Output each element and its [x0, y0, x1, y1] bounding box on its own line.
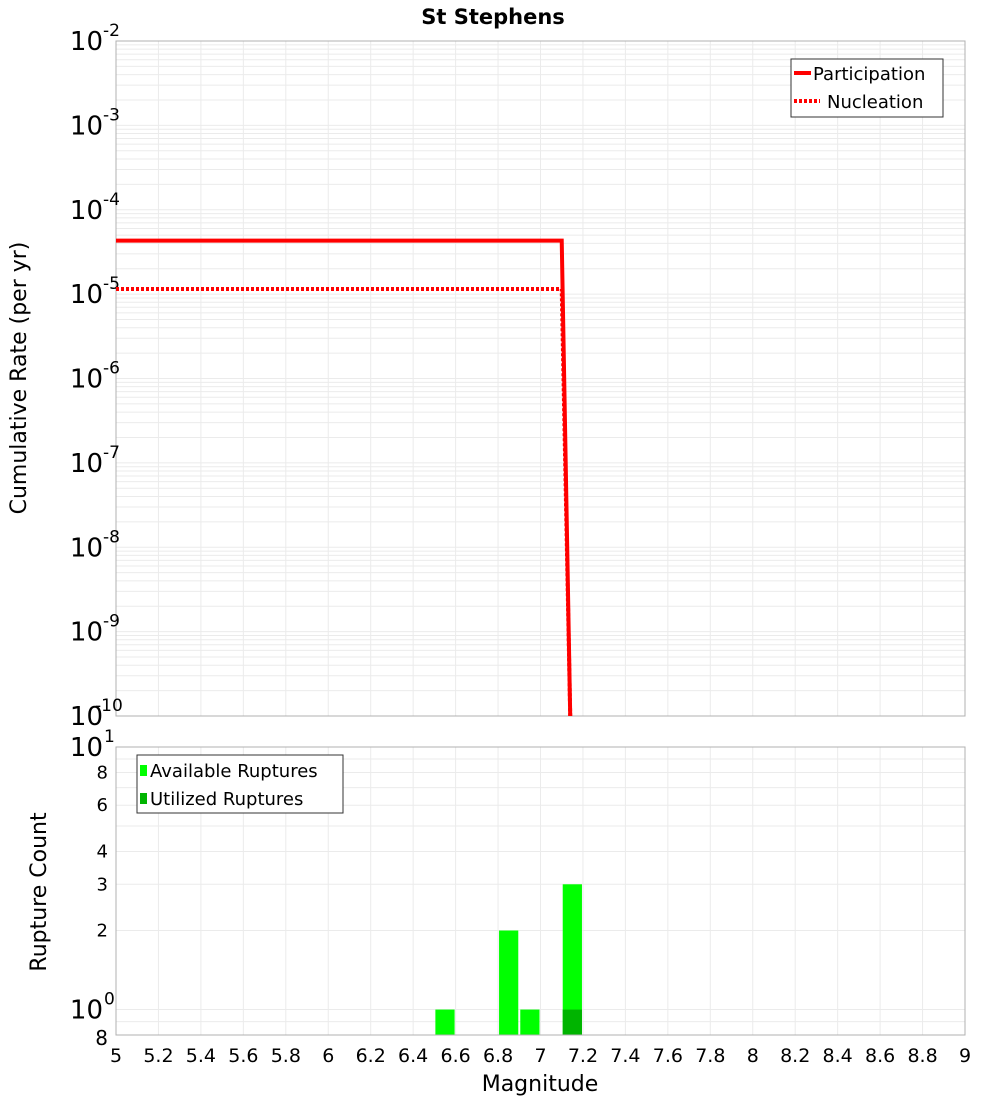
x-tick: 7.8: [695, 1045, 725, 1067]
top-y-tick: 10: [70, 196, 103, 226]
available-bar: [499, 931, 518, 1035]
legend-nucleation: Nucleation: [827, 92, 923, 113]
x-axis-label: Magnitude: [482, 1072, 599, 1097]
utilized-bar: [563, 1010, 582, 1035]
x-tick: 9: [959, 1045, 971, 1067]
x-tick: 6.4: [398, 1045, 428, 1067]
top-y-tick: 10: [70, 449, 103, 479]
bottom-y-tick: 8: [97, 762, 108, 783]
bottom-y-tick-exponent: 0: [104, 990, 115, 1010]
top-y-tick-exponent: -5: [103, 274, 120, 294]
bottom-y-tick: 4: [97, 841, 108, 862]
top-y-tick-exponent: -2: [103, 21, 120, 41]
chart-title: St Stephens: [421, 5, 565, 29]
bottom-y-tick: 10: [70, 996, 103, 1026]
top-y-axis-label: Cumulative Rate (per yr): [7, 242, 32, 515]
x-tick: 6.8: [483, 1045, 513, 1067]
x-tick: 7: [534, 1045, 546, 1067]
top-y-tick: 10: [70, 280, 103, 310]
top-y-tick: 10: [70, 27, 103, 57]
top-y-tick: 10: [70, 533, 103, 563]
top-y-tick-exponent: -7: [103, 443, 120, 463]
x-tick: 8: [747, 1045, 759, 1067]
bottom-y-tick: 3: [97, 874, 108, 895]
x-tick: 8.4: [823, 1045, 853, 1067]
x-tick: 7.2: [568, 1045, 598, 1067]
x-tick: 6.2: [356, 1045, 386, 1067]
top-y-tick-exponent: -6: [103, 359, 120, 379]
bottom-y-tick: 10: [70, 733, 103, 763]
bottom-y-tick-exponent: 1: [104, 727, 115, 747]
top-y-tick: 10: [70, 365, 103, 395]
bottom-y-tick: 6: [97, 795, 108, 816]
bottom-legend: Available Ruptures Utilized Ruptures: [137, 755, 343, 813]
available-bar: [435, 1010, 454, 1035]
x-tick: 5.2: [143, 1045, 173, 1067]
x-tick: 5.8: [271, 1045, 301, 1067]
legend-utilized: Utilized Ruptures: [150, 789, 303, 810]
bottom-y-axis-label: Rupture Count: [27, 812, 52, 972]
top-y-tick-exponent: -9: [103, 612, 120, 632]
x-tick: 7.6: [653, 1045, 683, 1067]
x-tick: 6: [322, 1045, 334, 1067]
utilized-legend-swatch: [140, 793, 147, 804]
legend-participation: Participation: [813, 64, 925, 85]
x-tick: 7.4: [610, 1045, 640, 1067]
top-legend: Participation Nucleation: [791, 59, 943, 117]
x-tick: 5.4: [186, 1045, 216, 1067]
top-plot: 10-210-310-410-510-610-710-810-910-10: [70, 21, 965, 732]
x-tick: 6.6: [440, 1045, 470, 1067]
available-legend-swatch: [140, 765, 147, 776]
available-bar: [520, 1010, 539, 1035]
bottom-y-tick: 2: [97, 921, 108, 942]
x-tick: 8.8: [907, 1045, 937, 1067]
x-tick: 8.2: [780, 1045, 810, 1067]
x-tick: 5: [110, 1045, 122, 1067]
top-y-tick-exponent: -4: [103, 190, 120, 210]
chart-figure: St Stephens 10-210-310-410-510-610-710-8…: [0, 0, 1000, 1100]
bottom-y-tick: 8: [95, 1026, 108, 1050]
top-y-tick-exponent: -10: [95, 696, 123, 716]
top-y-tick-exponent: -8: [103, 527, 120, 547]
top-y-tick-exponent: -3: [103, 105, 120, 125]
x-tick: 8.6: [865, 1045, 895, 1067]
top-y-tick: 10: [70, 111, 103, 141]
x-tick: 5.6: [228, 1045, 258, 1067]
legend-available: Available Ruptures: [150, 761, 318, 782]
top-y-tick: 10: [70, 618, 103, 648]
